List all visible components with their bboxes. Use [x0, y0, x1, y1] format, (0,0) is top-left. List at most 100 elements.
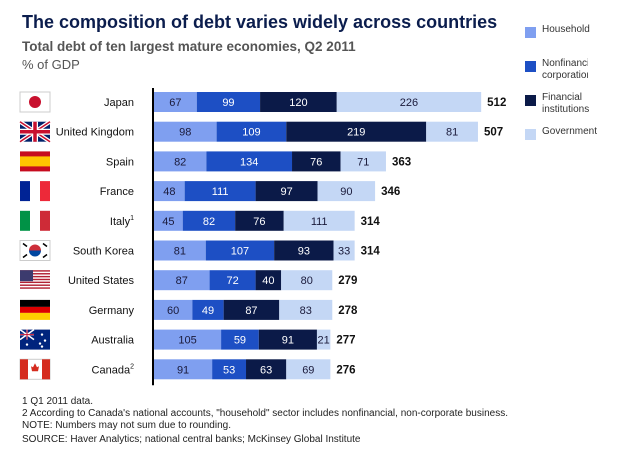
bar-segment-household [154, 299, 193, 320]
bar-segment-nonfinancial [182, 210, 236, 231]
bar-segment-nonfinancial [205, 240, 275, 261]
data-label: 226 [400, 97, 418, 109]
data-label: 69 [302, 364, 314, 376]
total-label: 314 [361, 246, 381, 258]
bar-segment-nonfinancial [212, 359, 247, 380]
legend-swatch [525, 61, 536, 72]
data-label: 59 [234, 335, 246, 347]
legend-item-household: Household [525, 24, 621, 58]
bar-segment-government [317, 181, 376, 202]
bar-row-united-kingdom: United Kingdom 98 109 219 81 507 [18, 120, 503, 144]
legend-swatch [525, 129, 536, 140]
flag-icon [19, 358, 51, 380]
bar-segment-nonfinancial [192, 299, 224, 320]
category-label: South Korea [73, 246, 135, 258]
footnote-2: 2 According to Canada's national account… [22, 408, 508, 419]
total-label: 277 [336, 335, 355, 347]
legend-item-nonfinancial: Nonfinancial corporations [525, 58, 621, 92]
data-label: 109 [242, 127, 260, 139]
total-label: 512 [487, 97, 506, 109]
data-label: 87 [245, 305, 257, 317]
bar-segment-financial [255, 181, 318, 202]
bar-segment-financial [255, 270, 282, 291]
data-label: 81 [446, 127, 458, 139]
data-label: 99 [222, 97, 234, 109]
bar-segment-government [279, 299, 333, 320]
data-label: 105 [178, 335, 196, 347]
bar-segment-financial [258, 329, 317, 350]
bar-row-france: France 48 111 97 90 346 [20, 181, 400, 202]
flag-icon [20, 181, 50, 202]
total-label: 314 [361, 216, 381, 228]
legend-item-financial: Financial institutions [525, 92, 621, 126]
data-label: 76 [253, 216, 265, 228]
data-label: 90 [340, 186, 352, 198]
legend: Household Nonfinancial corporations Fina… [525, 24, 621, 160]
chart-title: The composition of debt varies widely ac… [22, 12, 498, 32]
bar-segment-financial [235, 210, 284, 231]
footer: 1 Q1 2011 data. 2 According to Canada's … [22, 396, 508, 446]
bar-segment-nonfinancial [184, 181, 256, 202]
data-label: 80 [301, 275, 313, 287]
bar-segment-household [154, 181, 185, 202]
data-label: 98 [179, 127, 191, 139]
bar-segment-nonfinancial [206, 151, 293, 172]
data-label: 48 [163, 186, 175, 198]
bar-segment-nonfinancial [209, 270, 256, 291]
data-label: 71 [357, 156, 369, 168]
data-label: 93 [298, 246, 310, 258]
bar-row-south-korea: South Korea 81 107 93 33 314 [19, 240, 381, 261]
unit-label: % of GDP [22, 57, 80, 72]
bar-segment-government [333, 240, 355, 261]
data-label: 82 [203, 216, 215, 228]
source: SOURCE: Haver Analytics; national centra… [22, 434, 361, 445]
legend-label: Government [542, 126, 598, 137]
category-label: France [100, 186, 134, 198]
data-label: 82 [174, 156, 186, 168]
bar-segment-government [340, 151, 386, 172]
data-label: 72 [226, 275, 238, 287]
flag-icon [19, 328, 50, 350]
data-label: 120 [289, 97, 307, 109]
total-label: 346 [381, 186, 400, 198]
category-label: Australia [91, 335, 135, 347]
data-label: 63 [260, 364, 272, 376]
bar-segment-government [426, 121, 478, 142]
legend-label: Nonfinancial corporations [542, 58, 588, 81]
bar-segment-government [281, 270, 333, 291]
bar-segment-nonfinancial [221, 329, 259, 350]
bar-segment-household [154, 359, 213, 380]
category-label: Canada2 [92, 363, 135, 376]
data-label: 76 [310, 156, 322, 168]
bar-segment-financial [246, 359, 287, 380]
data-label: 219 [347, 127, 365, 139]
bar-segment-financial [274, 240, 334, 261]
data-label: 40 [262, 275, 274, 287]
bar-segment-household [154, 151, 207, 172]
category-label: Italy1 [110, 215, 134, 228]
category-label: Germany [89, 305, 135, 317]
data-label: 83 [300, 305, 312, 317]
legend-item-government: Government [525, 126, 621, 160]
data-label: 134 [240, 156, 258, 168]
bar-segment-government [286, 359, 331, 380]
bar-row-germany: Germany 60 49 87 83 278 [20, 299, 358, 320]
flag-icon [20, 270, 50, 289]
data-label: 49 [202, 305, 214, 317]
data-label: 81 [174, 246, 186, 258]
bar-row-australia: Australia 105 59 91 21 277 [19, 328, 356, 350]
data-label: 45 [162, 216, 174, 228]
legend-label: Financial institutions [542, 92, 590, 115]
bar-segment-government [316, 329, 331, 350]
total-label: 507 [484, 127, 503, 139]
bar-segment-household [154, 329, 222, 350]
flag-icon [20, 210, 50, 231]
category-label: Japan [104, 97, 134, 109]
category-label: Spain [106, 156, 134, 168]
flag-icon [18, 120, 52, 144]
data-label: 91 [282, 335, 294, 347]
bar-segment-government [336, 92, 482, 112]
bar-segment-government [283, 210, 355, 231]
data-label: 21 [318, 335, 330, 347]
